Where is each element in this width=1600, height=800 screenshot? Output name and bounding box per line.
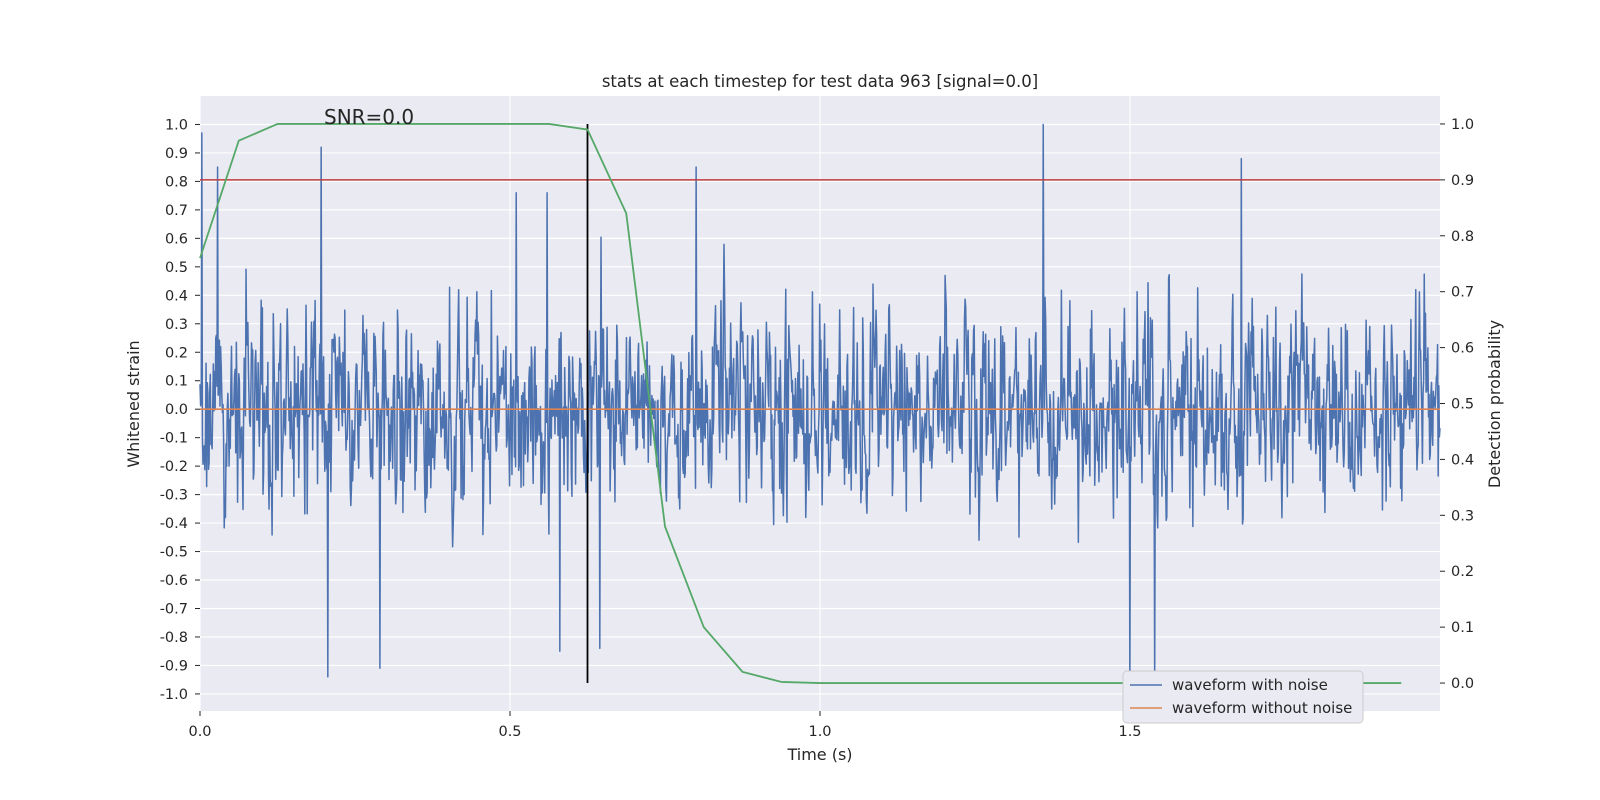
legend-label-noise: waveform with noise [1172, 676, 1328, 694]
y-left-tick-label: 0.3 [165, 317, 188, 333]
y-right-tick-label: 0.2 [1451, 564, 1474, 580]
y-right-tick-label: 0.8 [1451, 229, 1474, 245]
y-axis-left-label: Whitened strain [124, 340, 143, 467]
y-right-tick-label: 0.3 [1451, 508, 1474, 524]
y-right-tick-label: 0.9 [1451, 173, 1474, 189]
y-left-tick-label: -0.8 [160, 630, 188, 646]
y-right-tick-label: 1.0 [1451, 117, 1474, 133]
y-left-tick-label: 0.7 [165, 203, 188, 219]
y-left-tick-label: -0.1 [160, 431, 188, 447]
y-axis-left: 1.0 0.9 0.8 0.7 0.6 0.5 0.4 0.3 0.2 0.1 0.0 -0.1 -0.… [160, 117, 200, 703]
y-left-tick-label: 0.8 [165, 174, 188, 190]
y-left-tick-label: -0.9 [160, 658, 188, 674]
y-right-tick-label: 0.4 [1451, 452, 1474, 468]
legend: waveform with noise waveform without noi… [1122, 670, 1364, 724]
y-left-tick-label: 1.0 [165, 117, 188, 133]
x-axis-label: Time (s) [786, 745, 852, 764]
y-left-tick-label: 0.6 [165, 231, 188, 247]
x-tick-label: 0.0 [188, 724, 211, 740]
y-right-tick-label: 0.1 [1451, 620, 1474, 636]
y-left-tick-label: 0.1 [165, 374, 188, 390]
x-tick-label: 1.0 [808, 724, 831, 740]
y-left-tick-label: -0.5 [160, 545, 188, 561]
chart-title: stats at each timestep for test data 963… [602, 72, 1038, 91]
legend-label-clean: waveform without noise [1172, 699, 1352, 717]
y-left-tick-label: 0.0 [165, 402, 188, 418]
y-left-tick-label: -0.6 [160, 573, 188, 589]
x-tick-label: 0.5 [498, 724, 521, 740]
y-right-tick-label: 0.6 [1451, 341, 1474, 357]
x-tick-label: 1.5 [1118, 724, 1141, 740]
series-waveform-with-noise [199, 123, 1441, 695]
y-left-tick-label: -0.3 [160, 488, 188, 504]
y-left-tick-label: 0.4 [165, 288, 188, 304]
series-line-waveform-with-noise [199, 123, 1441, 695]
y-left-tick-label: 0.5 [165, 260, 188, 276]
y-right-tick-label: 0.0 [1451, 676, 1474, 692]
y-left-tick-label: -1.0 [160, 687, 188, 703]
y-left-tick-label: -0.7 [160, 602, 188, 618]
snr-annotation: SNR=0.0 [324, 105, 414, 129]
y-left-tick-label: -0.2 [160, 459, 188, 475]
y-right-tick-label: 0.5 [1451, 397, 1474, 413]
y-axis-right-label: Detection probability [1485, 320, 1504, 488]
y-left-tick-label: 0.9 [165, 146, 188, 162]
y-left-tick-label: -0.4 [160, 516, 188, 532]
y-left-tick-label: 0.2 [165, 345, 188, 361]
y-axis-right: 1.0 0.9 0.8 0.7 0.6 0.5 0.4 0.3 0.2 0.1 0.0 [1440, 117, 1474, 692]
legend-box [1122, 670, 1364, 724]
y-right-tick-label: 0.7 [1451, 285, 1474, 301]
x-axis: 0.0 0.5 1.0 1.5 [188, 711, 1142, 740]
